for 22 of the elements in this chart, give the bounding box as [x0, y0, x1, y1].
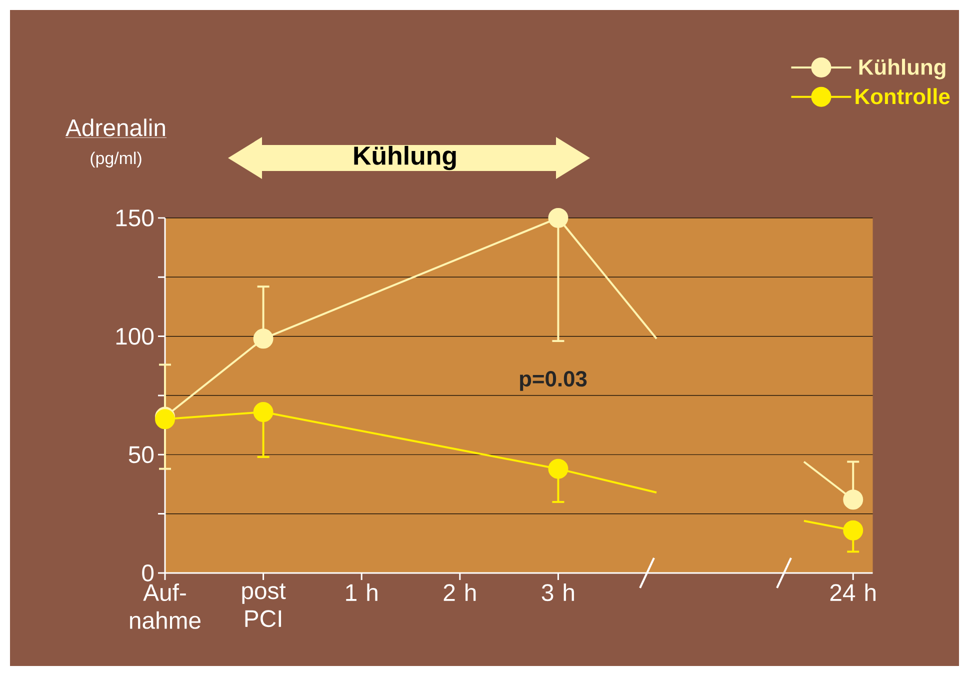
text: Kühlung [354, 146, 456, 170]
x-tick-label: 24 h [830, 584, 876, 601]
x-tick-label: 2 h [444, 584, 476, 601]
point [253, 402, 274, 422]
text: (pg/ml) [90, 152, 142, 168]
x-tick-label: 1 h [346, 584, 378, 601]
y-tick-label: 50 [128, 446, 154, 464]
y-axis-title: Adrenalin [66, 118, 165, 136]
point [843, 520, 864, 540]
point [253, 328, 274, 349]
point [548, 208, 568, 228]
legend-label: Kontrolle [856, 88, 950, 104]
y-tick-label: 100 [116, 328, 154, 345]
x-tick-label: Auf-nahme [130, 584, 200, 629]
x-tick-label: 3 h [542, 584, 574, 602]
y-tick-label: 0 [142, 564, 154, 582]
point [548, 458, 568, 479]
y-tick-label: 150 [116, 209, 154, 226]
legend-label: Kühlung [859, 58, 946, 80]
annotation: p=0.03 [520, 371, 587, 391]
x-tick-label: post PCI [242, 584, 286, 628]
point [843, 490, 864, 510]
